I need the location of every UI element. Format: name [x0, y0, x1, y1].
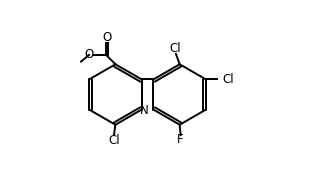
Text: Cl: Cl	[222, 73, 234, 86]
Text: O: O	[84, 48, 94, 61]
Text: N: N	[139, 104, 148, 117]
Text: Cl: Cl	[108, 134, 120, 147]
Text: Cl: Cl	[169, 42, 181, 55]
Text: O: O	[103, 31, 112, 44]
Text: F: F	[177, 133, 184, 146]
